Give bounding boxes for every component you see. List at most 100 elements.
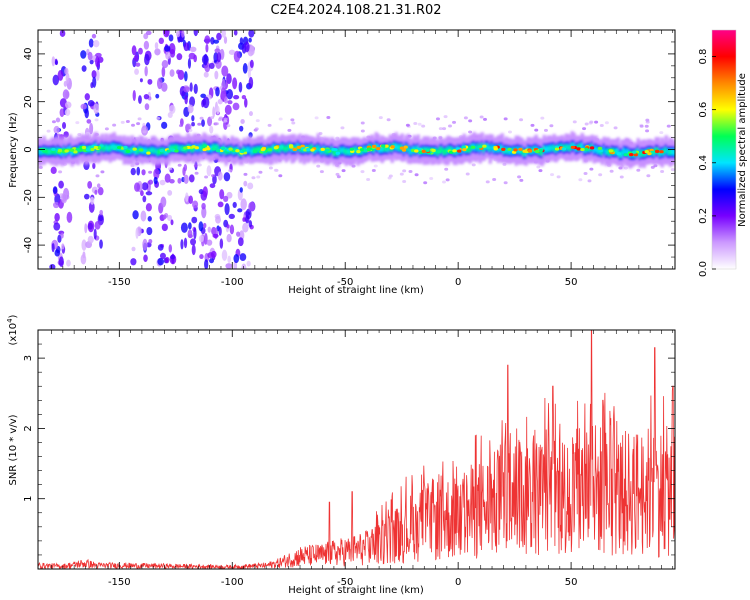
spectrogram-ridge-dot [125,149,131,153]
spectrogram-noise-dot [62,121,67,130]
spectrogram-band-cell [216,144,220,151]
spectrogram-noise-dot [185,123,192,131]
spectrogram-noise-dot [189,82,193,92]
spectrogram-noise-dot [93,40,100,48]
spectrogram-noise-dot [223,172,231,182]
spectrogram-noise-dot [187,104,194,114]
spectrogram-noise-dot [202,186,208,198]
spectrogram-band-cell [108,145,112,152]
spectrogram-noise-dot [168,167,173,171]
spectrogram-noise-dot [217,117,222,121]
spectrogram-band-cell [250,148,254,155]
spectrogram-noise-dot [645,129,650,133]
spectrogram-noise-dot [316,164,321,168]
spectrogram-band-cell [434,147,438,154]
spectrogram-noise-dot [223,96,228,104]
spectrogram-band-cell [316,145,320,152]
spectrogram-band-cell [596,147,600,154]
spectrogram-ridge-dot [452,149,457,153]
spectrogram-band-cell [482,146,486,153]
spectrogram-noise-dot [92,162,96,169]
spectrogram-ridge-dot [462,148,467,152]
spectrogram-noise-dot [210,116,215,120]
spectrogram-noise-dot [239,37,244,45]
spectrogram-ridge-dot [554,147,560,151]
spectrogram-noise-dot [189,46,197,53]
spectrogram-noise-dot [443,115,448,119]
spectrogram-band-cell [490,143,494,150]
spectrogram-noise-dot [639,124,644,128]
spectrogram-band-cell [622,148,626,155]
spectrogram-ridge-dot [449,150,454,154]
spectrogram-ridge-dot [174,149,179,153]
spectrogram-noise-dot [613,126,618,130]
spectrogram-noise-dot [89,122,94,135]
y-tick-label: 3 [23,355,34,361]
spectrogram-noise-dot [423,181,428,185]
spectrogram-band-cell [668,149,672,156]
spectrogram-noise-dot [203,53,208,66]
spectrogram-noise-dot [223,117,228,121]
spectrogram-noise-dot [232,77,238,90]
spectrogram-noise-dot [90,196,95,205]
spectrogram-noise-dot [154,42,159,50]
spectrogram-band-cell [568,145,572,152]
spectrogram-noise-dot [180,222,188,233]
spectrogram-ridge-dot [146,151,151,155]
spectrogram-ridge-dot [390,145,395,149]
spectrogram-band-cell [276,145,280,152]
spectrogram-band-cell [142,147,146,154]
spectrogram-noise-dot [84,93,90,101]
spectrogram-noise-dot [143,254,148,262]
spectrogram-noise-dot [167,190,173,196]
spectrogram-noise-dot [609,169,614,173]
spectrogram-noise-dot [247,182,254,190]
spectrogram-band-cell [286,144,290,151]
spectrogram-noise-dot [360,129,365,133]
spectrogram-ridge-dot [436,150,442,154]
spectrogram-ridge-dot [654,149,660,153]
spectrogram-band-cell [130,147,134,154]
spectrogram-noise-dot [206,165,212,177]
spectrogram-noise-dot [435,117,440,121]
spectrogram-noise-dot [219,238,224,249]
x-tick-label: -150 [108,577,131,588]
spectrogram-noise-dot [188,174,195,183]
spectrogram-band-cell [258,146,262,153]
spectrogram-band-cell [310,144,314,151]
colorbar-ticks: 0.0 0.2 0.4 0.6 0.8 [698,29,737,277]
spectrogram-noise-dot [191,216,198,224]
spectrogram-noise-dot [80,254,87,265]
spectrogram-noise-dot [177,163,182,167]
spectrogram-ridge-dot [366,147,372,152]
spectrogram-noise-dot [95,69,100,81]
spectrogram-ridge-dot [57,149,63,153]
spectrogram-noise-dot [161,82,168,92]
spectrogram-noise-dot [55,117,61,123]
spectrogram-band-cell [200,145,204,152]
spectrogram-noise-dot [536,165,541,169]
spectrogram-noise-dot [144,103,150,111]
spectrogram-noise-dot [246,260,251,267]
spectrogram-noise-dot [468,119,473,123]
spectrogram-band-cell [614,148,618,155]
spectrogram-ridge-dot [399,146,405,150]
spectrogram-noise-dot [170,219,174,226]
spectrogram-ridge-dot [202,148,207,152]
spectrogram-noise-dot [226,73,232,85]
spectrogram-band-cell [278,146,282,153]
spectrogram-band-cell [196,146,200,153]
spectrogram-noise-dot [360,121,365,125]
spectrogram-ridge-dot [306,147,311,152]
spectrogram-noise-dot [273,168,278,172]
spectrogram-noise-dot [141,169,146,176]
spectrogram-noise-dot [201,206,207,219]
spectrogram-noise-dot [213,39,220,44]
spectrogram-band-cell [602,146,606,153]
spectrogram-noise-dot [138,47,143,55]
spectrogram-noise-dot [224,104,232,115]
spectrogram-ridge-dot [41,148,46,152]
spectrogram-noise-dot [187,229,193,239]
spectrogram-noise-dot [130,258,137,266]
spectrogram-ridge-dot [633,153,638,157]
